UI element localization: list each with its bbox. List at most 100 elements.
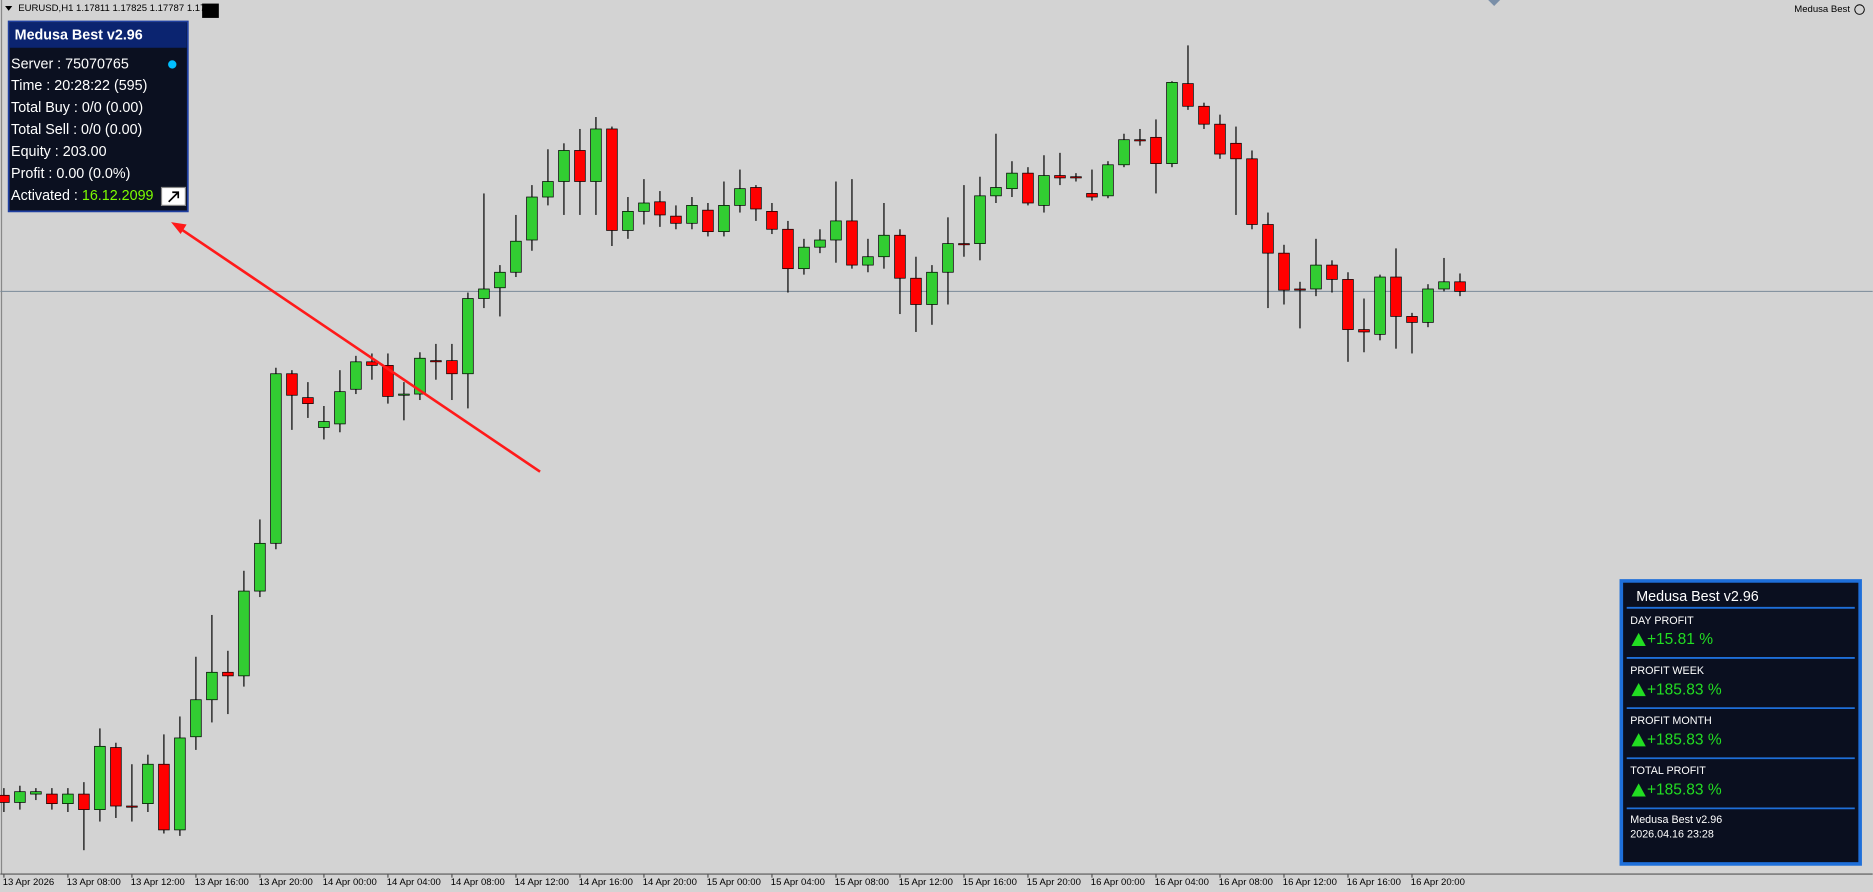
candle-body — [478, 288, 490, 299]
arrow-head — [171, 222, 187, 235]
candle-body — [702, 209, 714, 233]
activated-date: 16.12.2099 — [82, 188, 154, 204]
panel-title: Medusa Best v2.96 — [15, 28, 143, 44]
x-tick-label: 14 Apr 16:00 — [579, 877, 633, 888]
candle-body — [62, 793, 74, 804]
candle-body — [1422, 288, 1434, 323]
time-axis: 13 Apr 2026 13 Apr 08:00 13 Apr 12:00 13 Ap… — [3, 874, 1465, 888]
profit-value: +185.83 % — [1647, 731, 1722, 748]
shift-marker — [1488, 0, 1501, 6]
candle-body — [1118, 139, 1130, 166]
x-tick-label: 14 Apr 04:00 — [387, 877, 441, 888]
candle-body — [190, 699, 202, 738]
panel-title-bar — [9, 22, 187, 48]
profit-value: +185.83 % — [1647, 782, 1722, 799]
candle-body — [462, 298, 474, 375]
x-tick-label: 16 Apr 04:00 — [1155, 877, 1209, 888]
candle-body — [542, 181, 554, 198]
profit-panel: Medusa Best v2.96 DAY PROFIT +15.81 % PROF… — [1619, 579, 1862, 866]
x-tick-label: 16 Apr 12:00 — [1283, 877, 1337, 888]
footer-date: 2026.04.16 23:28 — [1630, 829, 1714, 841]
candle-body — [1006, 172, 1018, 190]
footer-name: Medusa Best v2.96 — [1630, 814, 1722, 826]
candle-body — [1358, 329, 1370, 333]
candle-body — [30, 791, 42, 795]
candle-body — [782, 228, 794, 270]
candle-body — [766, 210, 778, 230]
x-tick-label: 16 Apr 08:00 — [1219, 877, 1273, 888]
candle-body — [270, 373, 282, 544]
panel-title: Medusa Best v2.96 — [1636, 589, 1759, 605]
candle-body — [286, 373, 298, 396]
candle-body — [222, 671, 234, 677]
candle-body — [318, 421, 330, 428]
candle-body — [398, 393, 410, 396]
status-dot — [168, 60, 177, 69]
candle-body — [1086, 193, 1098, 198]
x-tick-label: 13 Apr 20:00 — [259, 877, 313, 888]
info-row: Time : 20:28:22 (595) — [11, 78, 147, 94]
candle-body — [894, 234, 906, 279]
candle-body — [1262, 224, 1274, 254]
candle-body — [1342, 279, 1354, 330]
x-tick-label: 14 Apr 00:00 — [323, 877, 377, 888]
candle-body — [798, 246, 810, 270]
x-tick-label: 15 Apr 20:00 — [1027, 877, 1081, 888]
info-row: Profit : 0.00 (0.0%) — [11, 166, 130, 182]
candle-body — [1454, 281, 1466, 292]
candle-body — [126, 805, 138, 808]
x-tick-label: 15 Apr 08:00 — [835, 877, 889, 888]
candle-body — [910, 277, 922, 305]
candle-body — [590, 128, 602, 182]
candle-body — [574, 150, 586, 182]
activated-row: Activated : 16.12.2099 — [11, 188, 153, 204]
candle-body — [638, 202, 650, 212]
candle-body — [1310, 264, 1322, 290]
info-row: Server : 75070765 — [11, 56, 129, 72]
candle-body — [622, 210, 634, 231]
x-tick-label: 16 Apr 20:00 — [1411, 877, 1465, 888]
candle-body — [1150, 136, 1162, 164]
candle-body — [1390, 276, 1402, 317]
candle-body — [174, 737, 186, 831]
candle-body — [814, 239, 826, 248]
profit-label: DAY PROFIT — [1630, 615, 1694, 627]
menu-arrow[interactable] — [5, 5, 13, 11]
expert-smiley[interactable] — [1854, 4, 1865, 15]
candle-body — [686, 205, 698, 224]
up-triangle — [1631, 632, 1646, 647]
x-tick-label: 13 Apr 12:00 — [131, 877, 185, 888]
info-row: Total Buy : 0/0 (0.00) — [11, 100, 143, 116]
candle-body — [1294, 288, 1306, 291]
candle-body — [94, 745, 106, 810]
x-tick-label: 16 Apr 16:00 — [1347, 877, 1401, 888]
candle-body — [238, 590, 250, 677]
candle-body — [494, 271, 506, 289]
candles — [0, 45, 1873, 851]
candle-body — [350, 361, 362, 390]
candle-body — [14, 791, 26, 803]
candle-body — [366, 361, 378, 366]
candle-body — [110, 747, 122, 807]
panel-frame — [7, 20, 189, 213]
candle-body — [142, 763, 154, 804]
x-tick-label: 14 Apr 08:00 — [451, 877, 505, 888]
open-icon — [168, 191, 180, 203]
candle-body — [1182, 83, 1194, 107]
candle-body — [414, 357, 426, 395]
x-tick-label: 15 Apr 04:00 — [771, 877, 825, 888]
profit-label: TOTAL PROFIT — [1630, 765, 1706, 777]
candle-body — [1166, 82, 1178, 164]
candle-body — [750, 187, 762, 210]
candle-body — [382, 365, 394, 397]
candle-body — [990, 187, 1002, 197]
candle-body — [1134, 139, 1146, 142]
panel-frame — [1619, 579, 1862, 866]
annotation-arrow — [178, 226, 541, 473]
candle-body — [974, 195, 986, 244]
info-rows: Server : 75070765 Time : 20:28:22 (595) To… — [11, 56, 147, 182]
x-tick-label: 15 Apr 16:00 — [963, 877, 1017, 888]
